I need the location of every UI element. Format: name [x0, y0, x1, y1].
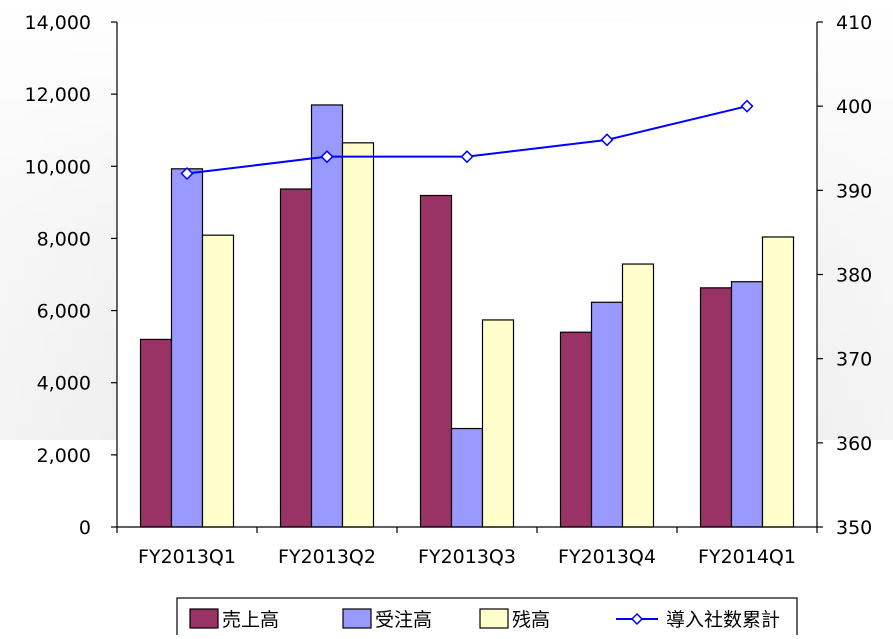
legend-swatch-受注高 — [342, 608, 372, 629]
point-導入社数累計-FY2013Q1 — [180, 166, 194, 181]
legend-swatch-売上高 — [189, 608, 219, 629]
bar-残高-FY2013Q2 — [341, 142, 375, 528]
y-left-tick-label: 12,000 — [25, 84, 91, 106]
y-left-tick-label: 6,000 — [37, 301, 91, 323]
y-left-tick-label: 14,000 — [25, 12, 91, 34]
point-導入社数累計-FY2013Q3 — [460, 150, 474, 164]
legend-label: 導入社数累計 — [666, 609, 780, 631]
y-right-tick-label: 410 — [836, 12, 872, 34]
x-tick-label: FY2013Q3 — [418, 546, 516, 568]
axes-layer — [111, 21, 823, 533]
y-left-tick-label: 4,000 — [37, 373, 91, 395]
bar-受注高-FY2013Q2 — [310, 104, 344, 528]
y-left-tick-label: 8,000 — [37, 228, 91, 250]
legend-swatch-残高 — [479, 608, 509, 629]
labels-layer: 0 2,000 4,000 6,000 8,000 10,000 12,000 14,000 3… — [25, 12, 873, 568]
legend-label: 残高 — [512, 609, 550, 631]
line-layer — [180, 99, 754, 181]
point-導入社数累計-FY2013Q2 — [320, 150, 334, 164]
y-right-tick-label: 400 — [836, 96, 872, 118]
y-left-tick-label: 2,000 — [37, 445, 91, 467]
y-right-tick-label: 350 — [836, 517, 872, 539]
legend-label: 売上高 — [222, 609, 279, 631]
bar-残高-FY2013Q1 — [201, 234, 235, 528]
y-right-tick-label: 370 — [836, 349, 872, 371]
x-tick-label: FY2013Q2 — [278, 546, 376, 568]
bar-受注高-FY2014Q1 — [730, 281, 764, 528]
bar-受注高-FY2013Q4 — [590, 301, 624, 528]
bar-残高-FY2013Q3 — [481, 319, 515, 528]
bar-残高-FY2013Q4 — [621, 263, 655, 528]
x-tick-label: FY2014Q1 — [698, 546, 796, 568]
bar-残高-FY2014Q1 — [761, 236, 795, 528]
x-tick-label: FY2013Q1 — [138, 546, 236, 568]
y-left-tick-label: 0 — [79, 517, 91, 539]
bar-受注高-FY2013Q3 — [450, 427, 484, 528]
bar-受注高-FY2013Q1 — [170, 168, 204, 528]
bar-売上高-FY2013Q4 — [559, 331, 593, 528]
bar-売上高-FY2013Q1 — [139, 338, 173, 528]
y-right-tick-label: 390 — [836, 180, 872, 202]
y-left-tick-label: 10,000 — [25, 156, 91, 178]
point-導入社数累計-FY2014Q1 — [740, 99, 754, 113]
x-tick-label: FY2013Q4 — [558, 546, 656, 568]
bar-売上高-FY2013Q2 — [279, 188, 313, 528]
legend-label: 受注高 — [375, 609, 432, 631]
point-導入社数累計-FY2013Q4 — [600, 133, 614, 147]
y-right-tick-label: 360 — [836, 433, 872, 455]
bars-layer — [139, 104, 795, 528]
bar-売上高-FY2014Q1 — [699, 287, 733, 528]
legend: 売上高 受注高 残高 導入社数累計 — [176, 597, 798, 639]
legend-marker-導入社数累計 — [630, 612, 644, 626]
bar-売上高-FY2013Q3 — [419, 194, 453, 528]
y-right-tick-label: 380 — [836, 265, 872, 287]
